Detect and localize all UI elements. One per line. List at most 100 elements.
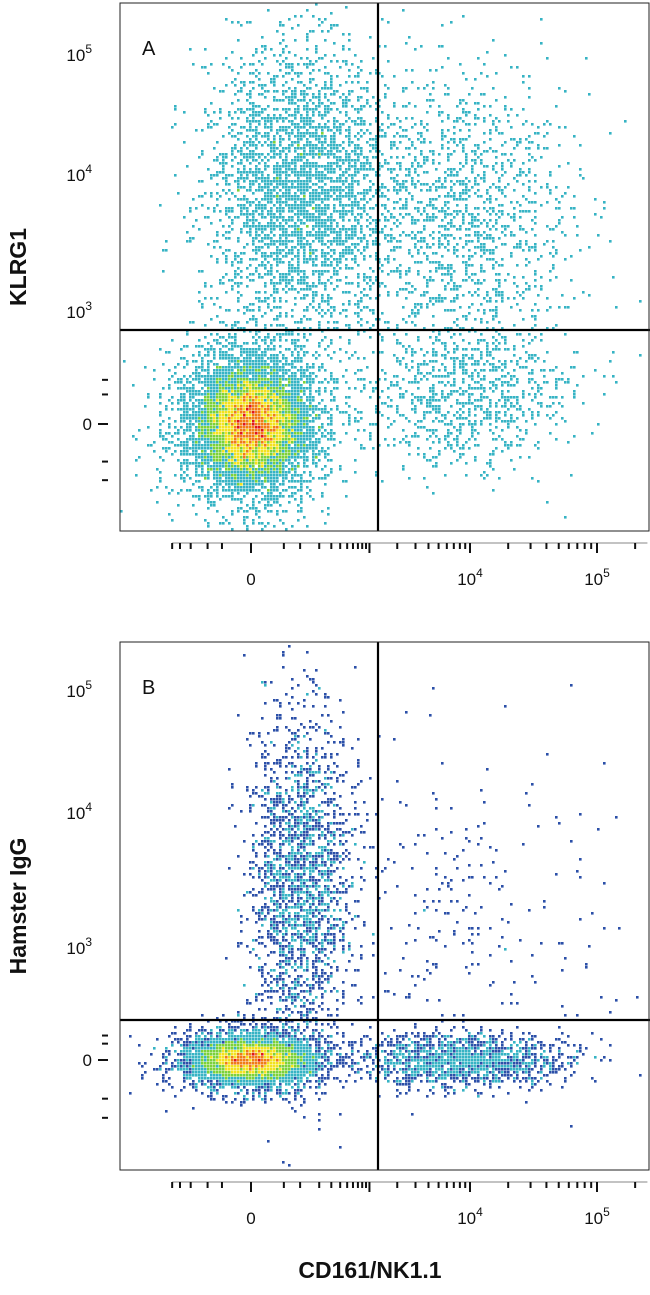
event-point xyxy=(501,258,504,261)
event-point xyxy=(312,156,315,159)
event-point xyxy=(330,249,333,252)
event-point xyxy=(309,393,312,396)
event-point xyxy=(465,240,468,243)
event-point xyxy=(324,153,327,156)
event-point xyxy=(384,132,387,135)
event-point xyxy=(495,366,498,369)
event-point xyxy=(204,285,207,288)
event-point xyxy=(252,156,255,159)
event-point xyxy=(453,270,456,273)
event-point xyxy=(210,360,213,363)
event-point xyxy=(342,255,345,258)
event-point xyxy=(564,258,567,261)
event-point xyxy=(369,438,372,441)
event-point xyxy=(357,156,360,159)
event-point xyxy=(528,372,531,375)
event-point xyxy=(327,129,330,132)
event-point xyxy=(333,162,336,165)
event-point xyxy=(411,165,414,168)
event-point xyxy=(264,96,267,99)
event-point xyxy=(306,204,309,207)
event-point xyxy=(183,141,186,144)
event-point xyxy=(318,393,321,396)
event-point xyxy=(192,414,195,417)
event-point xyxy=(354,123,357,126)
event-point xyxy=(345,153,348,156)
event-point xyxy=(321,135,324,138)
event-point xyxy=(375,255,378,258)
event-point xyxy=(297,24,300,27)
event-point xyxy=(426,243,429,246)
event-point xyxy=(345,96,348,99)
event-point xyxy=(300,387,303,390)
event-point xyxy=(231,117,234,120)
event-point xyxy=(291,465,294,468)
event-point xyxy=(480,378,483,381)
event-point xyxy=(510,375,513,378)
event-point xyxy=(222,162,225,165)
event-point xyxy=(492,225,495,228)
event-point xyxy=(261,45,264,48)
event-point xyxy=(174,381,177,384)
event-point xyxy=(447,393,450,396)
event-point xyxy=(375,171,378,174)
event-point xyxy=(492,207,495,210)
event-point xyxy=(522,162,525,165)
event-point xyxy=(228,225,231,228)
event-point xyxy=(333,378,336,381)
event-point xyxy=(264,225,267,228)
event-point xyxy=(510,441,513,444)
event-point xyxy=(231,513,234,516)
event-point xyxy=(312,132,315,135)
event-point xyxy=(264,135,267,138)
event-point xyxy=(234,195,237,198)
event-point xyxy=(522,393,525,396)
event-point xyxy=(336,162,339,165)
event-point xyxy=(231,489,234,492)
event-point xyxy=(162,363,165,366)
event-point xyxy=(333,270,336,273)
event-point xyxy=(267,333,270,336)
event-point xyxy=(450,405,453,408)
event-point xyxy=(540,186,543,189)
event-point xyxy=(243,363,246,366)
event-point xyxy=(231,159,234,162)
event-point xyxy=(483,150,486,153)
event-point xyxy=(405,198,408,201)
event-point xyxy=(291,249,294,252)
event-point xyxy=(246,117,249,120)
plot-frame xyxy=(119,2,650,532)
event-point xyxy=(249,273,252,276)
event-point xyxy=(240,228,243,231)
event-point xyxy=(342,33,345,36)
event-point xyxy=(291,474,294,477)
event-point xyxy=(204,423,207,426)
event-point xyxy=(306,180,309,183)
event-point xyxy=(285,132,288,135)
event-point xyxy=(207,168,210,171)
event-point xyxy=(279,483,282,486)
event-point xyxy=(321,240,324,243)
event-point xyxy=(393,237,396,240)
event-point xyxy=(393,333,396,336)
event-point xyxy=(330,408,333,411)
event-point xyxy=(216,159,219,162)
event-point xyxy=(459,447,462,450)
event-point xyxy=(456,285,459,288)
event-point xyxy=(264,312,267,315)
event-point xyxy=(282,243,285,246)
event-point xyxy=(366,189,369,192)
event-point xyxy=(315,105,318,108)
event-point xyxy=(447,222,450,225)
event-point xyxy=(198,180,201,183)
event-point xyxy=(291,372,294,375)
event-point xyxy=(231,129,234,132)
event-point xyxy=(426,99,429,102)
event-point xyxy=(237,204,240,207)
event-point xyxy=(180,393,183,396)
event-point xyxy=(279,141,282,144)
event-point xyxy=(267,243,270,246)
event-point xyxy=(258,141,261,144)
event-point xyxy=(348,339,351,342)
event-point xyxy=(366,306,369,309)
